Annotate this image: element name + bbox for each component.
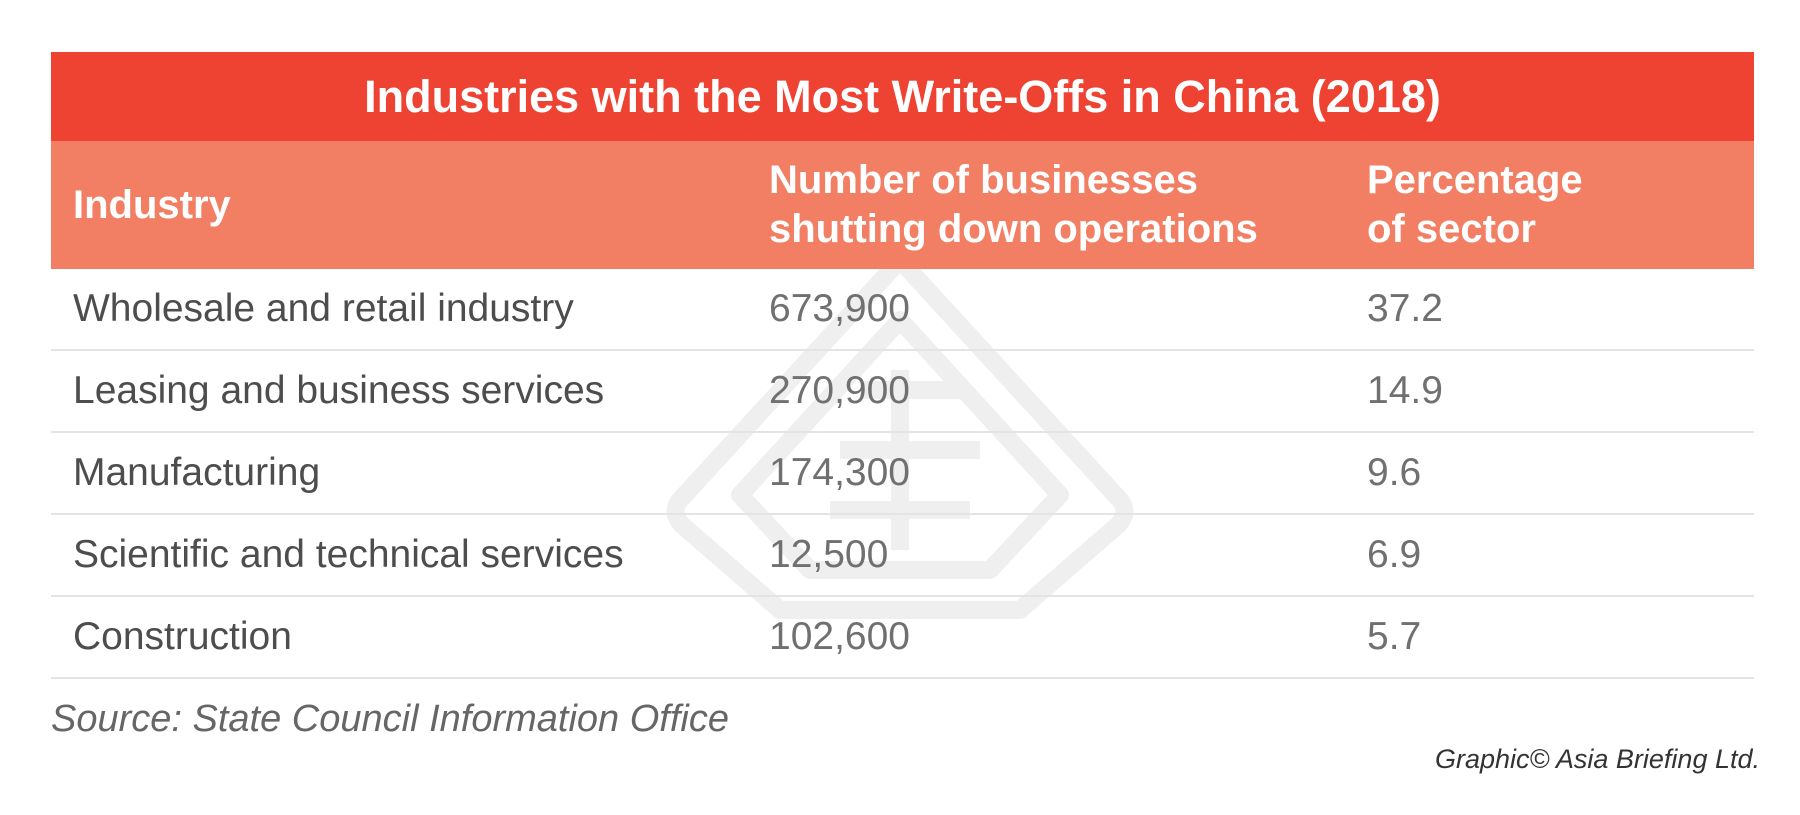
cell-count: 673,900 [769,287,910,330]
table-row: Manufacturing 174,300 9.6 [51,433,1754,515]
header-industry: Industry [73,183,231,227]
graphic-credit: Graphic© Asia Briefing Ltd. [1434,744,1760,774]
header-pct-line2: of sector [1367,207,1536,251]
cell-percentage: 9.6 [1367,451,1422,494]
cell-industry: Manufacturing [73,451,321,494]
cell-percentage: 14.9 [1367,369,1443,412]
cell-count: 270,900 [769,369,910,412]
cell-industry: Construction [73,615,292,658]
cell-industry: Wholesale and retail industry [73,287,574,330]
table-row: Wholesale and retail industry 673,900 37… [51,269,1754,351]
header-percentage: Percentage of sector [1367,156,1727,254]
header-count-line1: Number of businesses [769,158,1199,202]
source-note: Source: State Council Information Office [51,698,729,740]
title-bar: Industries with the Most Write-Offs in C… [51,52,1754,141]
table-row: Scientific and technical services 12,500… [51,515,1754,597]
cell-percentage: 6.9 [1367,533,1422,576]
cell-count: 174,300 [769,451,910,494]
table-row: Construction 102,600 5.7 [51,597,1754,679]
table-row: Leasing and business services 270,900 14… [51,351,1754,433]
table-title: Industries with the Most Write-Offs in C… [364,70,1441,122]
cell-industry: Scientific and technical services [73,533,624,576]
cell-industry: Leasing and business services [73,369,605,412]
cell-percentage: 5.7 [1367,615,1422,658]
cell-count: 102,600 [769,615,910,658]
cell-percentage: 37.2 [1367,287,1443,330]
header-count: Number of businesses shutting down opera… [769,156,1329,254]
cell-count: 12,500 [769,533,889,576]
header-row: Industry Number of businesses shutting d… [51,141,1754,269]
header-count-line2: shutting down operations [769,207,1258,251]
header-pct-line1: Percentage [1367,158,1583,202]
data-table: Industries with the Most Write-Offs in C… [51,52,1754,679]
